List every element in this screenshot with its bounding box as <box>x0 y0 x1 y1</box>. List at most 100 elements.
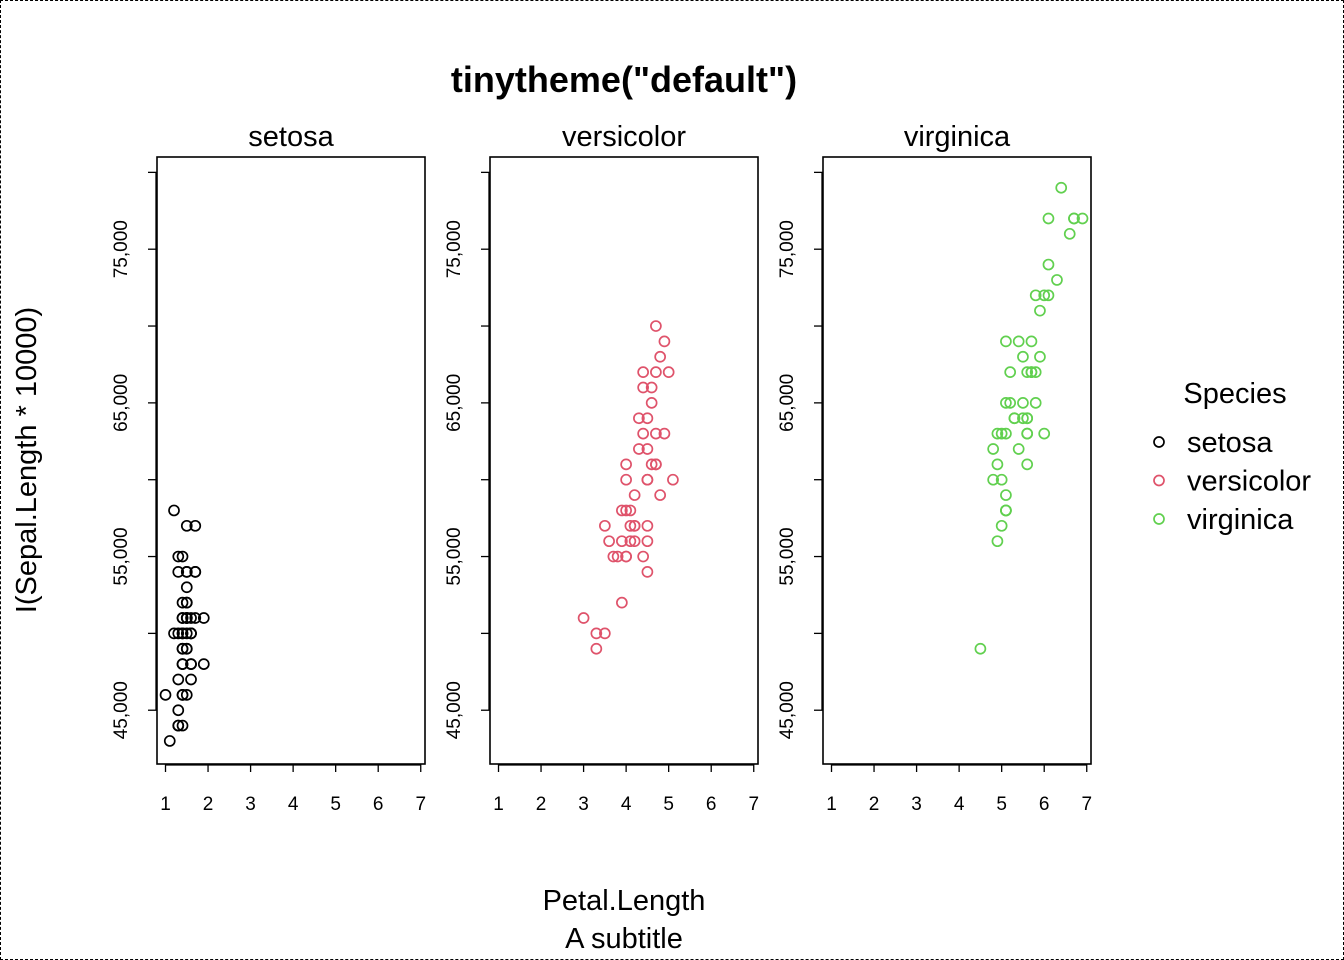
data-point <box>974 642 987 655</box>
data-point <box>620 473 632 486</box>
x-tick-label: 5 <box>330 794 341 815</box>
data-point <box>650 458 662 471</box>
data-point <box>1038 427 1051 440</box>
data-point <box>1000 504 1012 517</box>
x-tick-label: 4 <box>288 794 299 815</box>
data-point <box>172 673 185 686</box>
data-point <box>168 504 180 517</box>
x-tick-label: 1 <box>493 794 504 815</box>
data-point <box>176 642 189 655</box>
data-point <box>650 366 662 378</box>
x-tick-label: 5 <box>996 794 1007 815</box>
data-point <box>616 596 628 609</box>
panel-title: virginica <box>904 121 1011 153</box>
data-point <box>1055 181 1068 194</box>
data-point <box>633 412 645 425</box>
data-point <box>176 612 189 624</box>
data-point <box>991 427 1004 440</box>
data-point <box>628 535 641 548</box>
legend-label-versicolor: versicolor <box>1187 466 1311 498</box>
data-point <box>650 320 662 332</box>
y-tick-label: 65,000 <box>777 374 798 432</box>
data-point <box>599 627 611 640</box>
panel-versicolor: versicolor 1 2 3 4 5 6 7 45,000 55,000 65,000 75,00… <box>444 121 759 815</box>
data-point <box>176 688 189 701</box>
x-axis-label: Petal.Length <box>543 885 706 917</box>
data-point <box>641 519 654 532</box>
data-point <box>654 489 667 501</box>
data-point <box>1068 212 1080 225</box>
legend-label-virginica: virginica <box>1187 504 1294 536</box>
panel-virginica: virginica 1 2 3 4 5 6 7 45,000 55,000 65,000 75,000 <box>777 121 1092 815</box>
data-point <box>991 535 1004 548</box>
data-point <box>176 719 189 732</box>
panel-title: versicolor <box>562 121 686 153</box>
data-point <box>1000 489 1012 501</box>
data-point <box>616 504 628 517</box>
data-point <box>1000 335 1012 348</box>
x-tick-label: 4 <box>621 794 632 815</box>
data-point <box>577 612 590 624</box>
chart-subtitle: A subtitle <box>565 923 683 955</box>
data-point <box>637 381 649 394</box>
data-point <box>991 458 1004 471</box>
data-point <box>180 581 193 594</box>
data-point <box>189 519 202 532</box>
data-point <box>658 335 671 348</box>
data-point <box>645 458 658 471</box>
data-point <box>1038 289 1051 302</box>
panel-border <box>489 156 759 765</box>
data-point <box>172 550 185 563</box>
data-point <box>180 642 193 655</box>
data-point <box>650 427 662 440</box>
data-point <box>1042 212 1055 225</box>
data-point <box>185 627 197 640</box>
y-tick-label: 45,000 <box>111 681 132 739</box>
legend: Species setosa versicolor virginica <box>1153 378 1311 536</box>
data-point <box>189 612 202 624</box>
data-point <box>180 596 193 609</box>
panel-title: setosa <box>248 121 334 153</box>
data-point <box>1025 335 1038 348</box>
data-point <box>197 658 210 670</box>
data-point <box>1000 397 1012 409</box>
data-point <box>168 627 180 640</box>
data-point <box>641 443 654 455</box>
data-point <box>607 550 620 563</box>
legend-title: Species <box>1183 378 1286 410</box>
data-point <box>1012 443 1025 455</box>
x-tick-label: 4 <box>954 794 965 815</box>
data-point <box>185 612 197 624</box>
data-point <box>176 658 189 670</box>
data-point <box>590 642 603 655</box>
data-point <box>1008 412 1021 425</box>
data-point <box>641 412 654 425</box>
data-point <box>176 550 189 563</box>
data-point <box>637 366 649 378</box>
y-tick-label: 75,000 <box>777 220 798 278</box>
data-point <box>185 658 197 670</box>
x-tick-label: 7 <box>415 794 426 815</box>
data-point <box>658 427 671 440</box>
data-point <box>1004 397 1017 409</box>
y-tick-label: 55,000 <box>777 527 798 585</box>
data-point <box>641 535 654 548</box>
data-point <box>624 504 637 517</box>
data-point <box>662 366 675 378</box>
legend-marker-setosa <box>1153 436 1165 448</box>
data-point <box>620 458 632 471</box>
data-point <box>172 704 185 717</box>
data-point <box>637 427 649 440</box>
panel-setosa: setosa 1 2 3 4 5 6 7 45,000 55,000 65,000 75,000 <box>111 121 426 815</box>
y-tick-label: 55,000 <box>111 527 132 585</box>
data-point <box>180 566 193 578</box>
x-tick-label: 2 <box>536 794 547 815</box>
data-point <box>987 443 1000 455</box>
data-point <box>1034 304 1046 317</box>
data-point <box>590 627 603 640</box>
data-point <box>1012 335 1025 348</box>
x-tick-label: 1 <box>160 794 171 815</box>
y-tick-label: 65,000 <box>444 374 465 432</box>
